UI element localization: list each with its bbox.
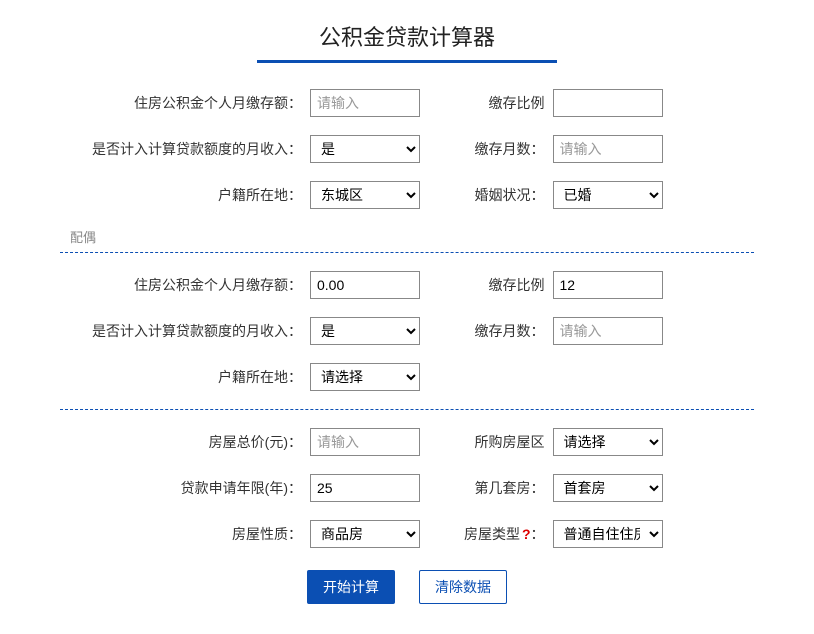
label-spouse-hukou: 户籍所在地：	[60, 367, 310, 387]
label-deposit-ratio: 缴存比例	[463, 93, 553, 113]
submit-button[interactable]: 开始计算	[307, 570, 395, 604]
input-deposit-months[interactable]	[553, 135, 663, 163]
divider-spouse-top	[60, 252, 754, 253]
row-loan-years: 贷款申请年限(年)： 第几套房： 首套房	[60, 474, 754, 502]
select-count-income[interactable]: 是否	[310, 135, 420, 163]
select-marriage[interactable]: 已婚	[553, 181, 663, 209]
label-spouse-deposit-months: 缴存月数：	[463, 321, 553, 341]
row-spouse-deposit: 住房公积金个人月缴存额： 缴存比例	[60, 271, 754, 299]
select-district[interactable]: 请选择	[553, 428, 663, 456]
input-total-price[interactable]	[310, 428, 420, 456]
label-nature: 房屋性质：	[60, 524, 310, 544]
label-deposit-amount: 住房公积金个人月缴存额：	[60, 93, 310, 113]
select-which-house[interactable]: 首套房	[553, 474, 663, 502]
select-spouse-count-income[interactable]: 是否	[310, 317, 420, 345]
label-marriage: 婚姻状况：	[463, 185, 553, 205]
label-loan-years: 贷款申请年限(年)：	[60, 478, 310, 498]
label-total-price: 房屋总价(元)：	[60, 432, 310, 452]
label-deposit-months: 缴存月数：	[463, 139, 553, 159]
label-which-house: 第几套房：	[463, 478, 553, 498]
row-spouse-income: 是否计入计算贷款额度的月收入： 是否 缴存月数：	[60, 317, 754, 345]
input-spouse-deposit-amount[interactable]	[310, 271, 420, 299]
label-spouse-deposit-amount: 住房公积金个人月缴存额：	[60, 275, 310, 295]
title-underline	[257, 60, 557, 63]
row-applicant-deposit: 住房公积金个人月缴存额： 缴存比例	[60, 89, 754, 117]
row-applicant-income: 是否计入计算贷款额度的月收入： 是否 缴存月数：	[60, 135, 754, 163]
row-house-nature: 房屋性质： 商品房 房屋类型?： 普通自住住房	[60, 520, 754, 548]
select-spouse-hukou[interactable]: 请选择	[310, 363, 420, 391]
calculator-form: 公积金贷款计算器 住房公积金个人月缴存额： 缴存比例 是否计入计算贷款额度的月收…	[0, 0, 814, 634]
label-district: 所购房屋区	[463, 432, 553, 452]
input-spouse-deposit-months[interactable]	[553, 317, 663, 345]
help-icon: ?	[522, 526, 531, 542]
label-spouse-count-income: 是否计入计算贷款额度的月收入：	[60, 321, 310, 341]
select-nature[interactable]: 商品房	[310, 520, 420, 548]
input-deposit-ratio[interactable]	[553, 89, 663, 117]
label-count-income: 是否计入计算贷款额度的月收入：	[60, 139, 310, 159]
label-house-type: 房屋类型?：	[463, 524, 553, 544]
clear-button[interactable]: 清除数据	[419, 570, 507, 604]
label-hukou: 户籍所在地：	[60, 185, 310, 205]
page-title: 公积金贷款计算器	[60, 20, 754, 52]
row-spouse-hukou: 户籍所在地： 请选择	[60, 363, 754, 391]
select-hukou[interactable]: 东城区	[310, 181, 420, 209]
row-house-price: 房屋总价(元)： 所购房屋区 请选择	[60, 428, 754, 456]
label-spouse-deposit-ratio: 缴存比例	[463, 275, 553, 295]
spouse-section-label: 配偶	[70, 227, 754, 246]
input-spouse-deposit-ratio[interactable]	[553, 271, 663, 299]
select-house-type[interactable]: 普通自住住房	[553, 520, 663, 548]
divider-house-top	[60, 409, 754, 410]
input-deposit-amount[interactable]	[310, 89, 420, 117]
input-loan-years[interactable]	[310, 474, 420, 502]
button-row: 开始计算 清除数据	[60, 570, 754, 604]
row-applicant-hukou: 户籍所在地： 东城区 婚姻状况： 已婚	[60, 181, 754, 209]
